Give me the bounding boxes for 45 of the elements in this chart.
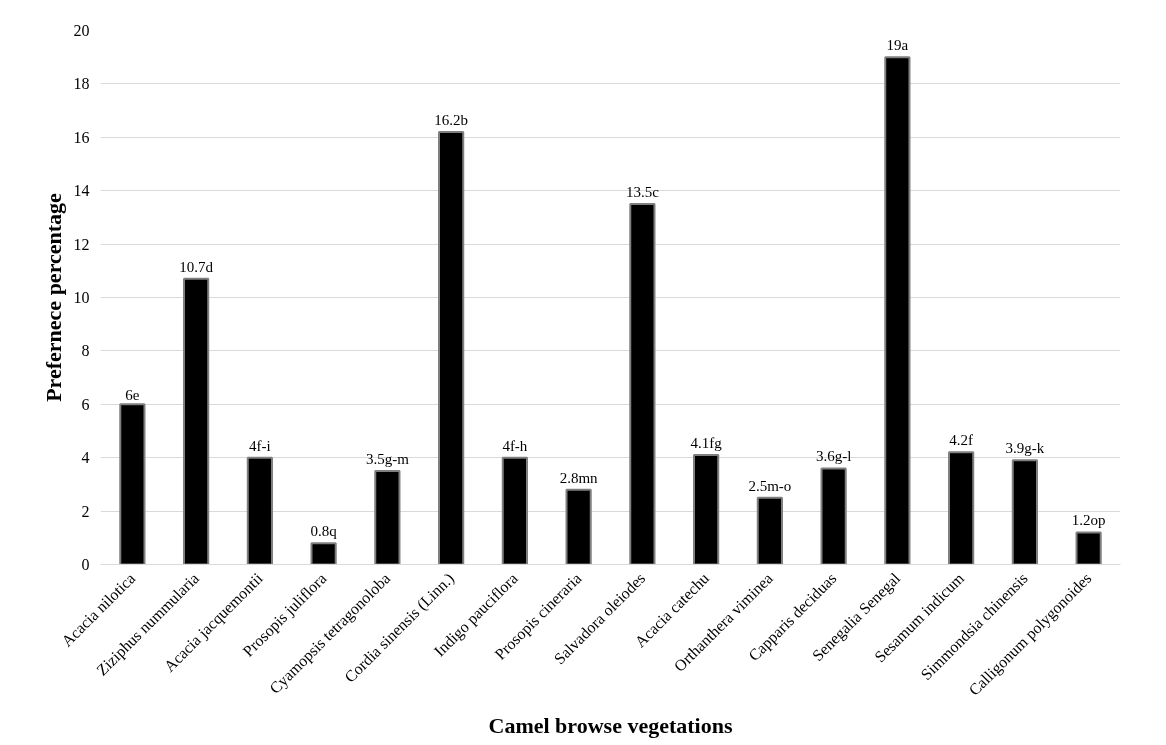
data-label: 3.6g-l <box>815 448 852 465</box>
bar <box>246 456 273 565</box>
bar <box>438 130 465 565</box>
y-tick-label: 2 <box>81 502 90 520</box>
bar <box>183 277 210 565</box>
data-label: 2.5m-o <box>748 477 792 494</box>
y-tick-label: 8 <box>81 342 90 360</box>
data-label: 4.1fg <box>690 435 723 452</box>
bar <box>884 56 911 565</box>
bar <box>1075 531 1102 565</box>
y-tick-label: 18 <box>73 75 90 93</box>
data-label: 4f-i <box>249 437 271 454</box>
bar <box>119 403 146 565</box>
bar <box>501 456 528 565</box>
data-label: 4.2f <box>949 432 973 449</box>
data-label: 6e <box>125 387 140 404</box>
y-tick-label: 4 <box>81 449 90 467</box>
bar <box>565 488 592 565</box>
y-tick-label: 20 <box>73 22 90 39</box>
y-axis-title: Prefernece percentage <box>40 192 66 402</box>
data-label: 13.5c <box>625 184 660 201</box>
data-label: 16.2b <box>434 111 468 128</box>
data-label: 0.8q <box>310 523 338 540</box>
y-tick-label: 6 <box>81 395 90 413</box>
y-tick-label: 14 <box>73 182 90 200</box>
bar <box>1011 459 1038 565</box>
data-label: 4f-h <box>502 437 528 454</box>
data-label: 3.5g-m <box>365 451 410 468</box>
data-label: 2.8mn <box>559 469 599 486</box>
bar <box>693 454 720 565</box>
bar <box>310 542 337 565</box>
data-label: 19a <box>886 37 909 54</box>
data-label: 1.2op <box>1071 512 1106 529</box>
bar <box>756 496 783 565</box>
bar <box>948 451 975 565</box>
data-label: 10.7d <box>179 258 214 275</box>
bar <box>820 467 847 565</box>
y-tick-label: 10 <box>73 289 90 306</box>
x-axis-title: Camel browse vegetations <box>488 712 733 738</box>
bar <box>629 203 656 565</box>
y-tick-label: 16 <box>73 128 90 146</box>
y-tick-label: 0 <box>81 556 90 573</box>
data-label: 3.9g-k <box>1005 440 1045 457</box>
bar <box>374 470 401 565</box>
y-tick-label: 12 <box>73 235 90 253</box>
